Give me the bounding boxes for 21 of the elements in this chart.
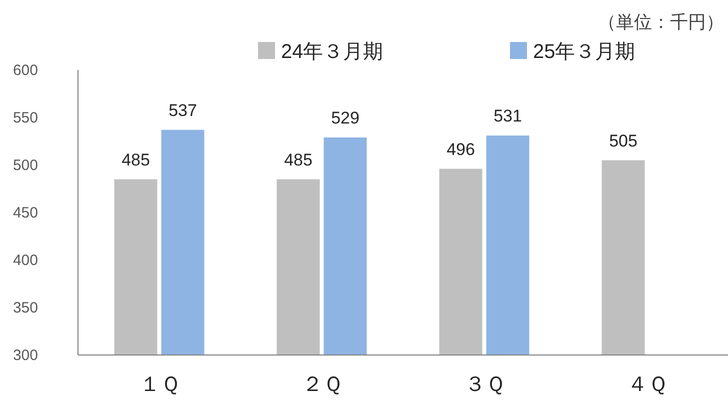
data-label: 531 [494,106,522,126]
data-label: 529 [331,108,360,128]
text: （単位：千円） [598,12,724,32]
y-tick-label: 400 [12,252,38,269]
data-label: 496 [446,140,475,159]
data-label: 485 [122,150,150,170]
data-label: 485 [284,150,312,170]
y-tick-label: 350 [12,300,38,316]
legend-label: 24年３月期 [281,41,384,63]
y-tick-label: 500 [12,157,38,174]
x-tick-label: ３Ｑ [464,373,504,396]
y-tick-label: 300 [12,347,38,364]
data-label: 537 [168,100,197,120]
y-tick-label: 550 [12,110,38,126]
legend-label: 25年３月期 [533,41,636,63]
y-tick-label: 450 [12,204,38,222]
y-tick-label: 600 [12,62,38,79]
data-label: 505 [609,131,638,150]
x-tick-label: ４Ｑ [626,373,667,396]
x-tick-label: １Ｑ [139,373,180,396]
x-tick-label: ２Ｑ [302,373,342,396]
